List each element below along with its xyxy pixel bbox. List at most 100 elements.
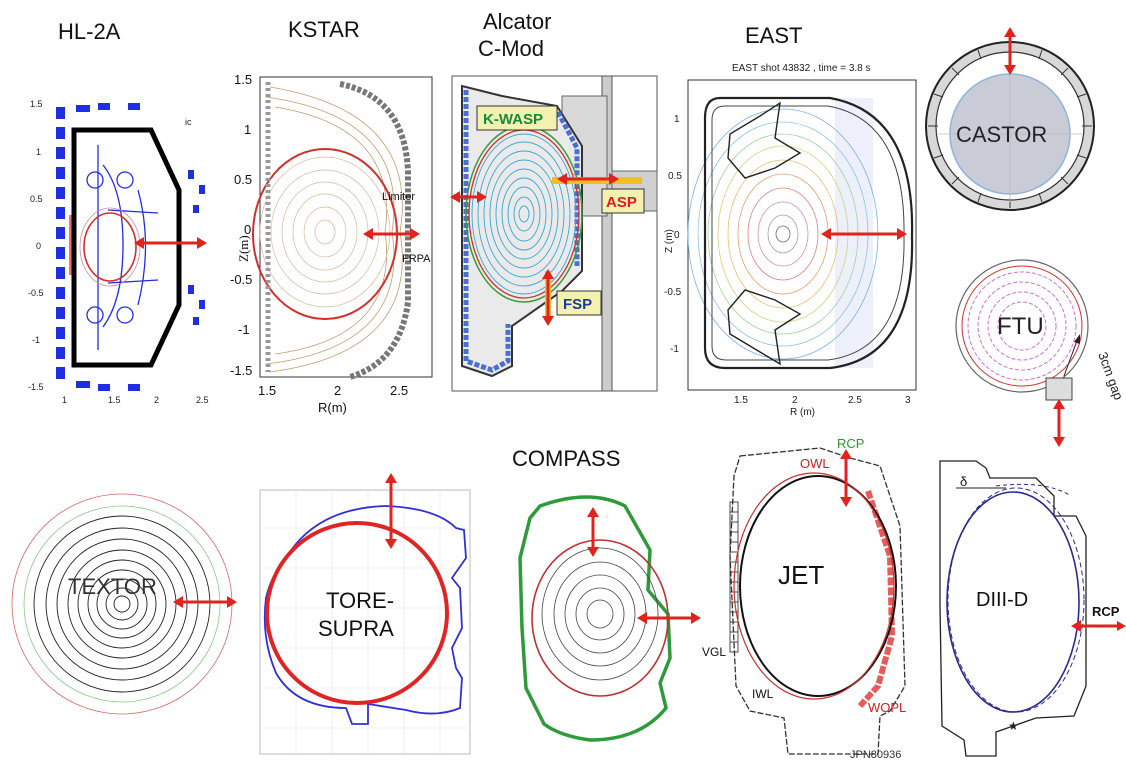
kstar-frpa-label: FRPA — [402, 253, 431, 265]
diiid-rcp-label: RCP — [1092, 604, 1120, 619]
ftu-diagram: FTU 3cm gap — [955, 259, 1126, 447]
hl2a-ytick: -0.5 — [28, 288, 44, 298]
kstar-ytick: 1 — [244, 122, 251, 137]
east-probe-arrow — [821, 228, 907, 240]
east-xtick: 1.5 — [734, 395, 748, 406]
east-ytick: 0.5 — [668, 171, 682, 182]
east-plot-title: EAST shot 43832 , time = 3.8 s — [732, 63, 871, 74]
jet-plasma-red — [733, 472, 895, 700]
hl2a-probe-arrow — [134, 237, 207, 249]
hl2a-vessel — [71, 127, 182, 368]
east-diagram: EAST shot 43832 , time = 3.8 s 1 0.5 0 -… — [664, 63, 917, 418]
kstar-ytick: 0 — [244, 222, 251, 237]
hl2a-corner-label: ic — [185, 117, 192, 127]
hl2a-ytick: -1 — [32, 335, 40, 345]
toresupra-diagram: TORE- SUPRA — [259, 473, 471, 755]
ftu-probe-box — [1045, 377, 1073, 401]
textor-flux-surfaces — [33, 515, 211, 693]
jet-wopl-label: WOPL — [868, 700, 906, 715]
ftu-flux-surfaces — [967, 271, 1077, 381]
cmod-kwasp-label: K-WASP — [483, 111, 543, 128]
diiid-delta-label: δ — [960, 474, 967, 489]
toresupra-label-line1: TORE- — [326, 588, 394, 613]
jet-vessel — [729, 447, 906, 755]
east-ytick: -1 — [670, 344, 679, 355]
hl2a-xtick: 2 — [154, 395, 159, 405]
east-ytick: 0 — [674, 230, 680, 241]
east-xtick: 3 — [905, 395, 911, 406]
east-xtick: 2.5 — [848, 395, 862, 406]
compass-diagram — [518, 495, 701, 742]
kstar-ytick: -1.5 — [230, 363, 252, 378]
diiid-diagram: δ ★ DIII-D RCP — [939, 460, 1126, 757]
title-kstar: KSTAR — [288, 17, 360, 42]
toresupra-label-line2: SUPRA — [318, 616, 394, 641]
kstar-ylabel: Z(m) — [236, 235, 251, 262]
diiid-probe-arrow — [1071, 620, 1126, 632]
hl2a-diagram: 1.5 1 0.5 0 -0.5 -1 -1.5 1 1.5 2 2.5 ic — [28, 99, 209, 405]
jet-rcp-label: RCP — [837, 436, 864, 451]
kstar-ytick: 0.5 — [234, 172, 252, 187]
cmod-fsp-box — [556, 290, 602, 316]
title-east: EAST — [745, 23, 803, 48]
jet-plasma-black — [739, 475, 897, 697]
hl2a-ytick: 1 — [36, 147, 41, 157]
hl2a-ytick: -1.5 — [28, 382, 44, 392]
jet-shot-code: JPN80936 — [850, 749, 901, 761]
kstar-diagram: 1.5 1 0.5 0 -0.5 -1 -1.5 1.5 2 2.5 R(m) … — [230, 72, 433, 415]
textor-label: TEXTOR — [68, 574, 157, 599]
cmod-kwasp-box — [476, 105, 558, 131]
kstar-ytick: -1 — [238, 322, 250, 337]
kstar-limiter-label: Limiter — [382, 191, 415, 203]
castor-ticks — [928, 44, 1092, 208]
hl2a-plasma — [83, 212, 137, 282]
east-wall — [703, 96, 914, 370]
toresupra-probe-arrow — [385, 473, 397, 549]
cmod-asp-label: ASP — [606, 194, 637, 211]
diiid-label: DIII-D — [976, 589, 1028, 611]
kstar-ytick: -0.5 — [230, 272, 252, 287]
title-hl2a: HL-2A — [58, 19, 121, 44]
compass-wall — [518, 495, 672, 742]
title-cmod-line1: Alcator — [483, 9, 552, 34]
textor-diagram: TEXTOR — [11, 493, 237, 715]
kstar-xtick: 1.5 — [258, 383, 276, 398]
hl2a-xtick: 1.5 — [108, 395, 121, 405]
ftu-gap-label: 3cm gap — [1095, 350, 1126, 402]
east-ytick: -0.5 — [664, 287, 682, 298]
cmod-probe-arrows — [450, 173, 619, 326]
castor-label: CASTOR — [956, 122, 1047, 147]
title-cmod-line2: C-Mod — [478, 36, 545, 61]
toresupra-plasma — [265, 521, 449, 705]
east-ylabel: Z (m) — [664, 229, 675, 253]
cmod-asp-box — [601, 188, 645, 214]
kstar-ytick: 1.5 — [234, 72, 252, 87]
kstar-xtick: 2 — [334, 383, 341, 398]
kstar-probe-arrow — [363, 228, 420, 240]
hl2a-ytick: 1.5 — [30, 99, 43, 109]
toresupra-wall — [263, 505, 467, 725]
diiid-star-marker: ★ — [1008, 719, 1019, 733]
jet-iwl-label: IWL — [752, 687, 774, 701]
hl2a-coils — [56, 103, 205, 391]
jet-label: JET — [778, 560, 824, 590]
textor-probe-arrow — [173, 596, 237, 608]
east-ytick: 1 — [674, 114, 680, 125]
cmod-flux-surfaces — [471, 133, 577, 295]
jet-diagram: JET RCP OWL VGL IWL WOPL JPN80936 — [702, 436, 906, 761]
hl2a-ytick: 0.5 — [30, 194, 43, 204]
cmod-fsp-label: FSP — [563, 296, 592, 313]
diiid-vessel — [939, 460, 1087, 757]
hl2a-xtick: 2.5 — [196, 395, 209, 405]
jet-owl-label: OWL — [800, 456, 830, 471]
castor-probe-arrow — [1004, 27, 1016, 75]
east-xlabel: R (m) — [790, 407, 815, 418]
hl2a-xtick: 1 — [62, 395, 67, 405]
kstar-wall — [339, 81, 411, 380]
jet-vgl-label: VGL — [702, 645, 726, 659]
hl2a-ytick: 0 — [36, 241, 41, 251]
compass-probe-arrows — [587, 507, 701, 624]
compass-flux-surfaces — [541, 547, 659, 681]
kstar-xlabel: R(m) — [318, 400, 347, 415]
ftu-probe-arrow — [1053, 399, 1065, 447]
